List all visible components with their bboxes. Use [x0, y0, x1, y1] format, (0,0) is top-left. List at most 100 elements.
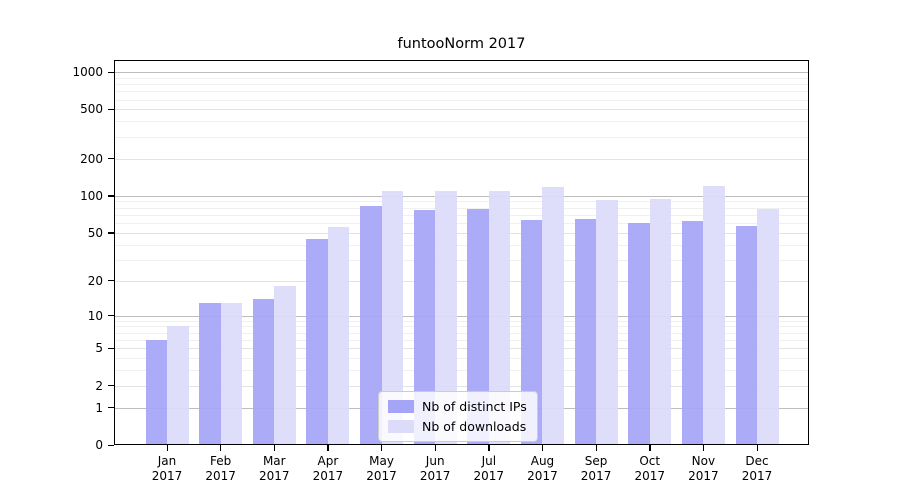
x-axis-tick	[756, 445, 758, 451]
gridline	[114, 195, 809, 197]
bar-dec-downloads	[757, 209, 779, 445]
legend-label-downloads: Nb of downloads	[422, 419, 527, 434]
gridline	[114, 223, 809, 225]
bar-apr-downloads	[327, 226, 350, 445]
y-axis-tick-label: 0	[95, 438, 103, 452]
x-axis-tick	[595, 445, 597, 451]
gridline	[114, 232, 809, 234]
bar-jan-distinct-ips	[145, 339, 167, 445]
gridline	[114, 370, 809, 372]
bar-mar-downloads	[274, 286, 296, 445]
bar-mar-distinct-ips	[252, 298, 275, 445]
y-axis-tick	[108, 444, 114, 446]
gridline	[114, 201, 809, 203]
x-axis-tick	[273, 445, 276, 451]
gridline	[114, 72, 809, 73]
gridline	[114, 136, 809, 138]
y-axis-tick	[108, 407, 114, 409]
y-axis-tick	[108, 158, 114, 160]
y-axis-tick-label: 5	[95, 341, 103, 356]
y-axis-tick-label: 1000	[72, 65, 103, 79]
gridline	[114, 358, 809, 360]
y-axis-tick	[108, 385, 114, 387]
legend-item-downloads: Nb of downloads	[388, 419, 527, 434]
gridline	[114, 84, 809, 86]
gridline	[114, 332, 809, 334]
x-axis-tick-label: Sep 2017	[580, 454, 612, 483]
x-axis-tick	[434, 445, 436, 451]
bar-aug-downloads	[542, 186, 564, 445]
x-axis-tick	[488, 445, 490, 451]
y-axis-tick	[108, 108, 114, 111]
bar-jan-downloads	[167, 326, 189, 445]
bar-aug-distinct-ips	[520, 219, 543, 445]
y-axis-tick	[108, 347, 114, 350]
y-axis-tick	[108, 195, 114, 197]
legend-label-distinct-ips: Nb of distinct IPs	[422, 399, 527, 414]
x-axis-tick-label: Oct 2017	[634, 454, 665, 483]
chart-title: funtooNorm 2017	[397, 36, 526, 52]
y-axis-tick	[108, 232, 114, 234]
gridline	[114, 339, 809, 341]
bar-sep-distinct-ips	[574, 218, 597, 445]
chart-legend: Nb of distinct IPs Nb of downloads	[378, 391, 538, 442]
bar-jun-distinct-ips	[413, 210, 436, 445]
gridline	[114, 158, 809, 160]
bar-feb-downloads	[220, 302, 243, 445]
x-axis-tick	[166, 445, 168, 451]
bar-nov-distinct-ips	[681, 221, 704, 445]
legend-swatch-downloads	[388, 420, 414, 433]
x-axis-tick-label: Apr 2017	[312, 454, 344, 483]
x-axis-tick	[327, 445, 329, 451]
bar-jun-downloads	[435, 190, 457, 445]
gridline	[114, 315, 809, 317]
x-axis-tick	[381, 445, 383, 451]
bar-sep-downloads	[596, 200, 618, 445]
x-axis-tick-label: Jun 2017	[419, 454, 451, 483]
y-axis-tick	[108, 71, 114, 73]
bar-may-distinct-ips	[360, 205, 382, 445]
y-axis-tick-label: 20	[87, 273, 103, 288]
bar-apr-distinct-ips	[306, 239, 328, 445]
x-axis-tick-label: Nov 2017	[688, 454, 719, 483]
gridline	[114, 214, 809, 216]
y-axis-tick	[108, 315, 114, 317]
gridline	[114, 280, 809, 282]
y-axis-tick-label: 1	[95, 400, 103, 415]
y-axis-tick	[108, 280, 114, 282]
bar-jul-distinct-ips	[467, 209, 489, 445]
bar-oct-distinct-ips	[628, 223, 650, 445]
gridline	[114, 326, 809, 328]
x-axis-tick	[220, 445, 222, 451]
gridline	[114, 259, 809, 261]
x-axis-tick-label: Jul 2017	[473, 454, 505, 483]
x-axis-tick-label: May 2017	[366, 454, 397, 483]
y-axis-tick-label: 500	[80, 102, 103, 117]
gridline	[114, 121, 809, 123]
x-axis-tick-label: Mar 2017	[258, 454, 290, 483]
gridline	[114, 99, 809, 101]
bar-nov-downloads	[703, 186, 725, 445]
plot-frame	[114, 60, 809, 445]
legend-swatch-distinct-ips	[388, 400, 414, 413]
y-axis-tick-label: 50	[87, 225, 103, 240]
bar-oct-downloads	[649, 198, 672, 445]
gridline	[114, 320, 809, 322]
gridline	[114, 109, 809, 111]
bar-feb-distinct-ips	[199, 302, 221, 445]
gridline	[114, 207, 809, 209]
gridline	[114, 385, 809, 387]
bar-jul-downloads	[488, 190, 511, 445]
x-axis-tick	[702, 445, 705, 451]
y-axis-tick-label: 100	[80, 188, 103, 203]
bar-may-downloads	[381, 190, 404, 445]
y-axis-tick-label: 2	[95, 378, 103, 393]
x-axis-tick-label: Jan 2017	[151, 454, 183, 483]
y-axis-tick-label: 200	[80, 151, 103, 166]
y-axis-tick-label: 10	[87, 308, 103, 323]
bar-dec-distinct-ips	[735, 225, 757, 445]
gridline	[114, 348, 809, 350]
x-axis-tick	[649, 445, 651, 451]
x-axis-tick-label: Aug 2017	[527, 454, 558, 483]
